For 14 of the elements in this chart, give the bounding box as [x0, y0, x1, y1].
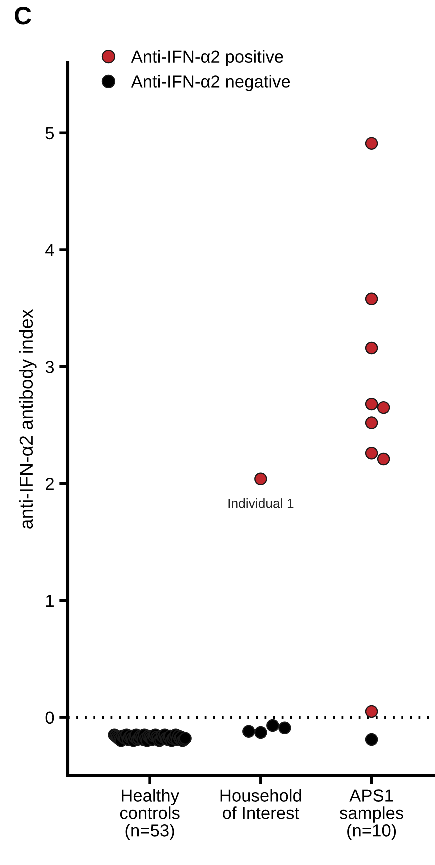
y-tick-label: 4 [46, 244, 54, 256]
legend-label: Anti-IFN-α2 negative [131, 75, 290, 92]
y-axis-title: anti-IFN-α2 antibody index [19, 310, 37, 529]
y-tick-label: 1 [46, 595, 54, 607]
y-tick-label: 0 [46, 712, 54, 724]
x-tick-label: APS1 samples (n=10) [340, 790, 404, 840]
annotation: Individual 1 [228, 498, 294, 508]
x-tick-label: Healthy controls (n=53) [120, 789, 180, 840]
x-tick-label: Household of Interest [220, 789, 302, 820]
y-tick-label: 2 [46, 478, 54, 490]
y-tick-label: 3 [46, 361, 54, 374]
y-tick-label: 5 [46, 127, 54, 140]
legend-label: Anti-IFN-α2 positive [131, 50, 284, 66]
chart-title: C [15, 7, 32, 25]
